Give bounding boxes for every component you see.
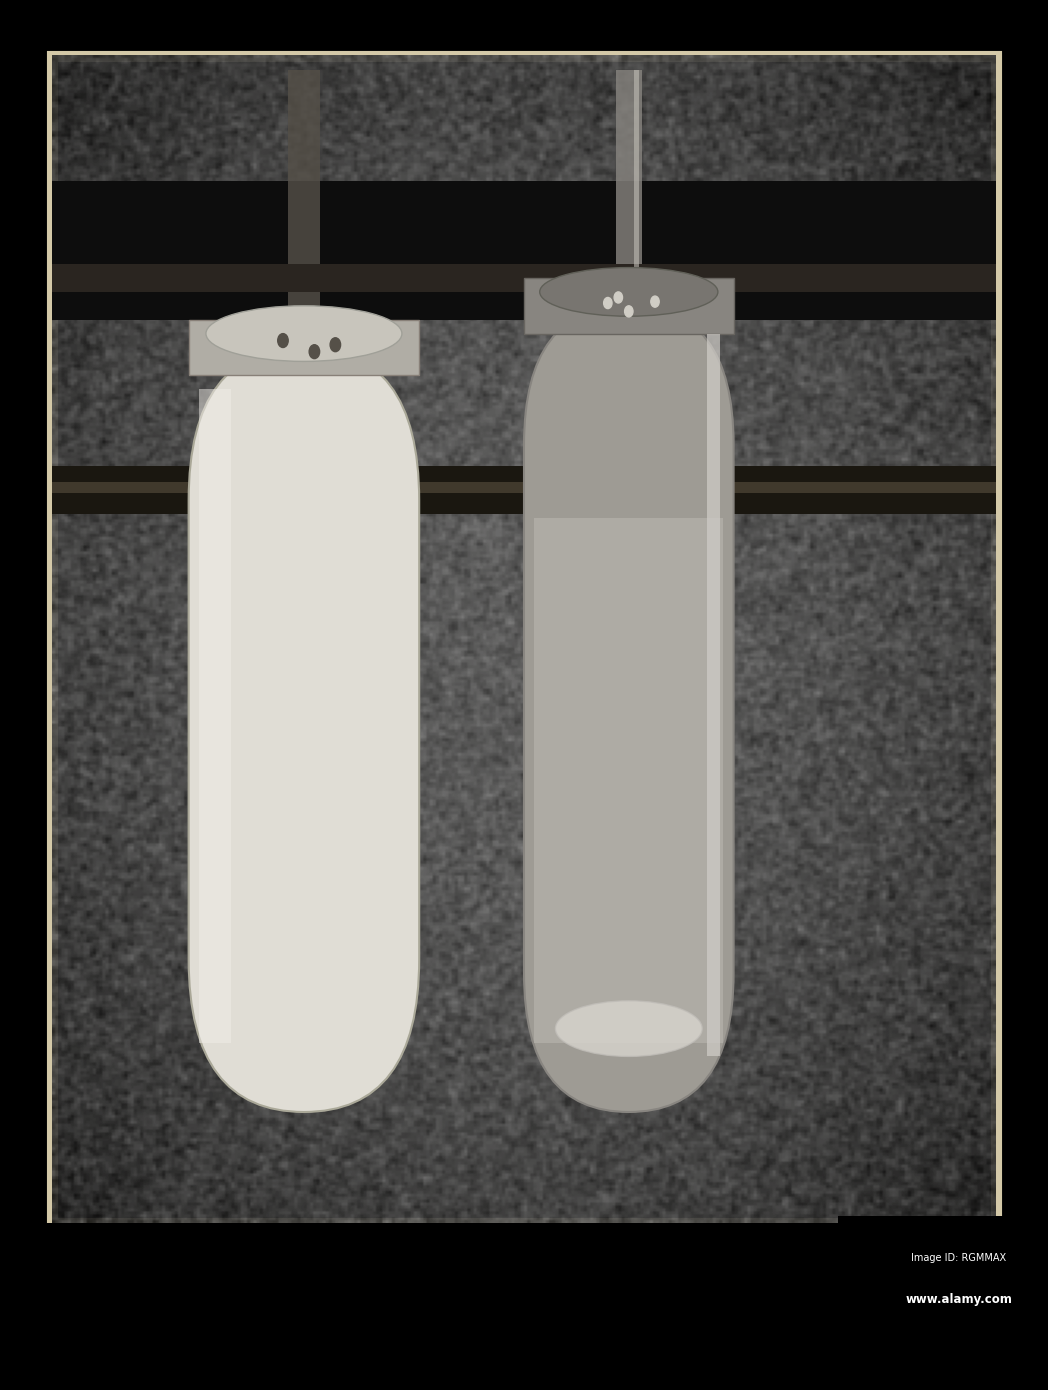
Bar xyxy=(0,1223,1048,1390)
Circle shape xyxy=(651,296,659,307)
Bar xyxy=(838,1216,1048,1348)
Text: Image ID: RGMMAX: Image ID: RGMMAX xyxy=(912,1252,1006,1264)
FancyBboxPatch shape xyxy=(524,306,734,1112)
FancyBboxPatch shape xyxy=(189,348,419,1112)
Bar xyxy=(288,70,320,486)
Circle shape xyxy=(614,292,623,303)
Text: www.alamy.com: www.alamy.com xyxy=(905,1293,1012,1307)
Ellipse shape xyxy=(205,306,401,361)
Ellipse shape xyxy=(555,1001,702,1056)
Bar xyxy=(52,181,996,320)
Circle shape xyxy=(309,345,320,359)
Bar xyxy=(524,278,734,334)
Bar xyxy=(52,56,996,1223)
Bar xyxy=(52,482,996,493)
Bar xyxy=(189,320,419,375)
Bar xyxy=(707,334,720,1056)
Circle shape xyxy=(625,306,633,317)
Circle shape xyxy=(278,334,288,348)
Bar xyxy=(634,70,639,486)
Circle shape xyxy=(330,338,341,352)
Bar xyxy=(52,264,996,292)
Circle shape xyxy=(604,297,612,309)
Bar xyxy=(616,70,642,486)
Bar xyxy=(199,389,231,1042)
Ellipse shape xyxy=(540,267,718,317)
Bar xyxy=(534,518,723,1042)
Text: alamy: alamy xyxy=(854,1272,901,1286)
Bar xyxy=(52,466,996,514)
